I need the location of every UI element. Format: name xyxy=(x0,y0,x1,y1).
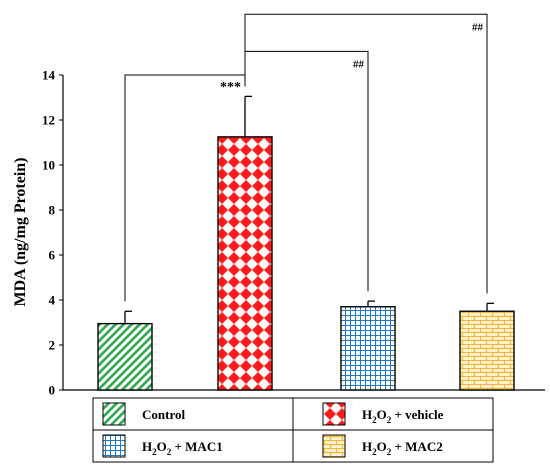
legend-text-part: 2 xyxy=(372,447,377,457)
y-tick-label: 0 xyxy=(49,383,56,398)
significance-label: *** xyxy=(220,80,241,95)
legend-label-mac1: H2O2 + MAC1 xyxy=(142,439,223,457)
bars xyxy=(97,95,515,391)
legend-swatch-vehicle xyxy=(322,402,346,426)
legend-text-part: 2 xyxy=(372,415,377,425)
y-tick-label: 4 xyxy=(49,293,56,308)
significance-label: ## xyxy=(353,58,365,70)
legend-text-part: + MAC2 xyxy=(391,439,442,454)
significance-label: ## xyxy=(472,21,484,33)
legend-text-part: O xyxy=(377,439,387,454)
legend-text-part: 2 xyxy=(387,415,392,425)
y-tick-label: 10 xyxy=(42,158,55,173)
legend-swatch-control xyxy=(102,402,126,426)
legend-text-part: O xyxy=(377,407,387,422)
legend-text-part: + MAC1 xyxy=(171,439,222,454)
bar-vehicle xyxy=(217,136,273,391)
significance-annotations: *** ## ## xyxy=(124,13,488,302)
y-tick-label: 2 xyxy=(49,338,56,353)
legend-label-vehicle: H2O2 + vehicle xyxy=(362,407,444,425)
legend-swatch-mac2 xyxy=(322,434,346,458)
y-tick-label: 6 xyxy=(49,248,56,263)
legend-text-part: O xyxy=(157,439,167,454)
bar-control xyxy=(97,322,153,391)
bar-mac1 xyxy=(340,306,396,391)
legend-text-part: H xyxy=(362,407,372,422)
legend-label-control: Control xyxy=(142,407,185,422)
y-tick-label: 8 xyxy=(49,203,56,218)
y-axis-ticks: 0 2 4 6 8 10 12 14 xyxy=(42,68,63,398)
y-axis-label: MDA (ng/mg Protein) xyxy=(12,157,29,306)
y-tick-label: 12 xyxy=(42,113,55,128)
legend-text-part: 2 xyxy=(387,447,392,457)
legend-text-part: H xyxy=(142,439,152,454)
legend-text-part: + vehicle xyxy=(391,407,443,422)
y-tick-label: 14 xyxy=(42,68,56,83)
legend-text-part: 2 xyxy=(152,447,157,457)
legend-label-mac2: H2O2 + MAC2 xyxy=(362,439,443,457)
legend-text-part: H xyxy=(362,439,372,454)
legend-text-part: 2 xyxy=(167,447,172,457)
legend-swatch-mac1 xyxy=(102,434,126,458)
bar-mac2 xyxy=(459,310,515,391)
significance-bracket xyxy=(244,13,488,294)
